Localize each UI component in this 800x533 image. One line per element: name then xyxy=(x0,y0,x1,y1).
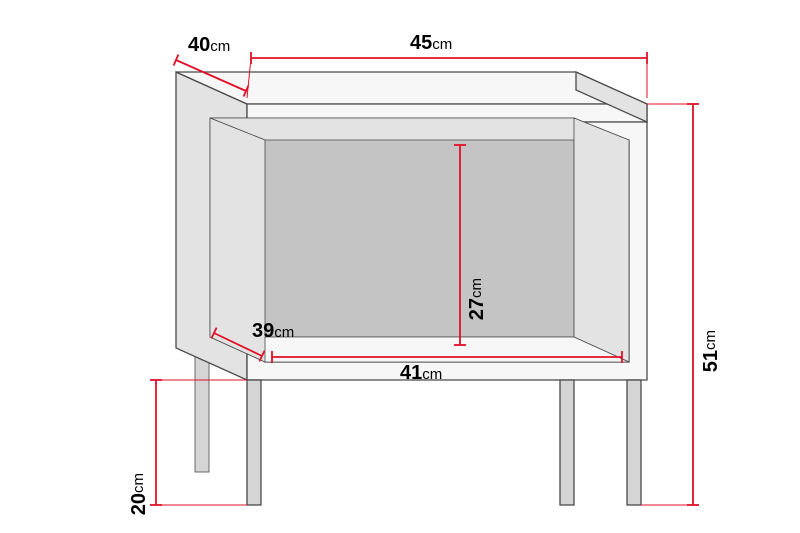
furniture-diagram xyxy=(0,0,800,533)
dim-inner-height: 27cm xyxy=(466,278,489,320)
table-drawing xyxy=(176,72,647,505)
dim-width-top: 45cm xyxy=(410,32,452,55)
dim-inner-depth: 39cm xyxy=(252,320,294,343)
dim-inner-width: 41cm xyxy=(400,362,442,385)
dim-leg-height: 20cm xyxy=(128,473,151,515)
dim-depth-top: 40cm xyxy=(188,34,230,57)
dim-height-total: 51cm xyxy=(700,330,723,372)
